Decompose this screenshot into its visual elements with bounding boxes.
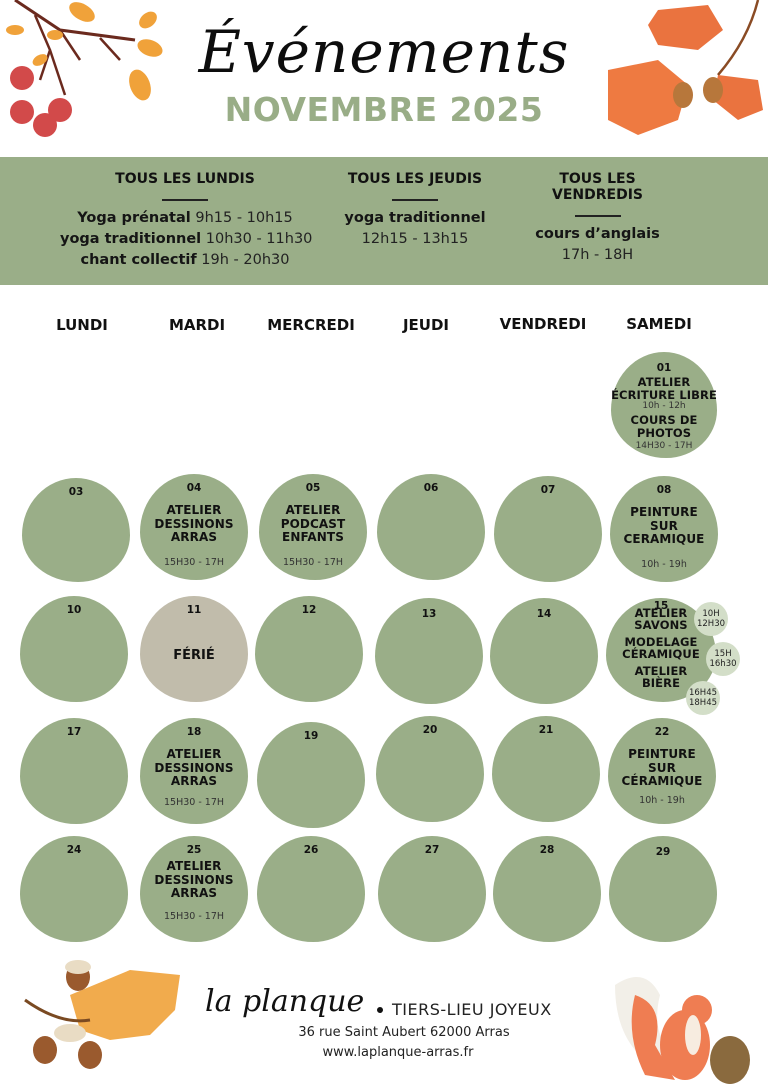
divider	[392, 199, 438, 201]
squirrel-pinecone-illustration	[615, 977, 750, 1084]
event-title: ATELIER PODCAST ENFANTS	[280, 503, 346, 544]
event-time: 10h - 12h	[642, 401, 686, 411]
day-04[interactable]: 04 ATELIER DESSINONS ARRAS 15H30 - 17H	[140, 474, 248, 580]
weekly-item: 12h15 - 13h15	[361, 230, 469, 247]
day-01[interactable]: 01 ATELIER ÉCRITURE LIBRE 10h - 12h COUR…	[611, 352, 717, 458]
day-27[interactable]: 27	[378, 836, 486, 942]
day-22[interactable]: 22 PEINTURE SUR CÉRAMIQUE 10h - 19h	[608, 718, 716, 824]
weekly-recurring-band: TOUS LES LUNDIS Yoga prénatal 9h15 - 10h…	[0, 157, 768, 285]
event-title: ATELIER DESSINONS ARRAS	[154, 503, 234, 544]
holiday-label: FÉRIÉ	[173, 648, 215, 663]
day-18[interactable]: 18 ATELIER DESSINONS ARRAS 15H30 - 17H	[140, 718, 248, 824]
oak-leaf-acorns-illustration	[24, 960, 180, 1069]
day-20[interactable]: 20	[376, 716, 484, 822]
day-07[interactable]: 07	[494, 476, 602, 582]
day-21[interactable]: 21	[492, 716, 600, 822]
event-time: 10h - 19h	[641, 558, 687, 570]
weekly-heading: TOUS LES VENDREDIS	[552, 171, 643, 203]
event-title: ATELIER DESSINONS ARRAS	[154, 859, 234, 900]
weekday-mardi: MARDI	[168, 316, 226, 334]
day-19[interactable]: 19	[257, 722, 365, 828]
weekly-item: chant collectif 19h - 20h30	[80, 251, 290, 268]
event-time: 14H30 - 17H	[635, 441, 693, 451]
weekly-heading: TOUS LES LUNDIS	[115, 171, 255, 187]
day-25[interactable]: 25 ATELIER DESSINONS ARRAS 15H30 - 17H	[140, 836, 248, 942]
day-03[interactable]: 03	[22, 478, 130, 582]
divider	[574, 215, 621, 217]
month-subtitle: NOVEMBRE 2025	[224, 90, 544, 129]
event-title: ATELIER SAVONS	[634, 606, 688, 632]
day-10[interactable]: 10	[20, 596, 128, 702]
weekly-item: yoga traditionnel 10h30 - 11h30	[60, 230, 313, 247]
weekday-vendredi: VENDREDI	[499, 315, 587, 333]
day-14[interactable]: 14	[490, 598, 598, 704]
day-26[interactable]: 26	[257, 836, 365, 942]
event-time: 10h - 19h	[639, 794, 685, 806]
event-title: ATELIER ÉCRITURE LIBRE	[611, 375, 717, 402]
day-12[interactable]: 12	[255, 596, 363, 702]
day-29[interactable]: 29	[609, 836, 717, 942]
event-title: PEINTURE SUR CÉRAMIQUE	[621, 747, 703, 788]
weekly-item: 17h - 18H	[561, 246, 634, 263]
weekly-item: cours d’anglais	[535, 225, 660, 242]
day-08[interactable]: 08 PEINTURE SUR CERAMIQUE 10h - 19h	[610, 476, 718, 582]
event-time: 15H30 - 17H	[163, 556, 225, 568]
day-11-holiday[interactable]: 11 FÉRIÉ	[140, 596, 248, 702]
weekly-item: yoga traditionnel	[344, 209, 486, 226]
day-05[interactable]: 05 ATELIER PODCAST ENFANTS 15H30 - 17H	[259, 474, 367, 580]
time-bubble: 10H 12H30	[694, 602, 728, 636]
divider	[162, 199, 208, 201]
event-time: 15H30 - 17H	[282, 556, 344, 568]
weekly-item: Yoga prénatal 9h15 - 10h15	[77, 209, 293, 226]
event-time: 15H30 - 17H	[163, 910, 225, 922]
oak-leaves-illustration	[608, 0, 763, 135]
weekday-jeudi: JEUDI	[402, 316, 450, 334]
weekly-heading: TOUS LES JEUDIS	[347, 171, 483, 187]
separator-dot	[377, 1007, 383, 1013]
brand-logo: la planque	[205, 984, 365, 1019]
day-06[interactable]: 06	[377, 474, 485, 580]
address: 36 rue Saint Aubert 62000 Arras	[298, 1025, 510, 1040]
berry-branch-illustration	[6, 0, 163, 137]
weekday-mercredi: MERCREDI	[267, 316, 355, 334]
event-time: 15H30 - 17H	[163, 796, 225, 808]
weekly-fridays: TOUS LES VENDREDIS cours d’anglais 17h -…	[515, 171, 680, 266]
event-title: ATELIER DESSINONS ARRAS	[154, 747, 234, 788]
day-24[interactable]: 24	[20, 836, 128, 942]
page-title: Événements	[198, 18, 570, 86]
weekday-lundi: LUNDI	[56, 316, 108, 334]
day-28[interactable]: 28	[493, 836, 601, 942]
event-title: ATELIER BIÈRE	[634, 664, 688, 690]
weekly-thursdays: TOUS LES JEUDIS yoga traditionnel 12h15 …	[335, 171, 495, 250]
time-bubble: 16H45 18H45	[686, 681, 720, 715]
day-13[interactable]: 13	[375, 598, 483, 704]
event-title: MODELAGE CÉRAMIQUE	[622, 635, 700, 661]
time-bubble: 15H 16h30	[706, 642, 740, 676]
weekday-samedi: SAMEDI	[626, 315, 692, 333]
weekly-mondays: TOUS LES LUNDIS Yoga prénatal 9h15 - 10h…	[60, 171, 313, 271]
event-title: PEINTURE SUR CERAMIQUE	[623, 505, 705, 546]
event-title: COURS DE PHOTOS	[630, 413, 698, 440]
website-link[interactable]: www.laplanque-arras.fr	[322, 1045, 474, 1060]
brand-tagline: TIERS-LIEU JOYEUX	[392, 1000, 552, 1019]
day-17[interactable]: 17	[20, 718, 128, 824]
